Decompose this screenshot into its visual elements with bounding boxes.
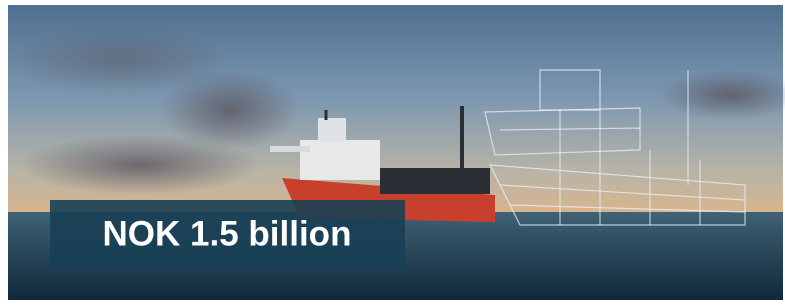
caption: NOK 1.5 billion (103, 214, 352, 253)
cloud (10, 25, 230, 95)
page: {"caption": "NOK 1.5 billion"} (0, 0, 785, 305)
photo-banner: NOK 1.5 billion (0, 0, 785, 305)
